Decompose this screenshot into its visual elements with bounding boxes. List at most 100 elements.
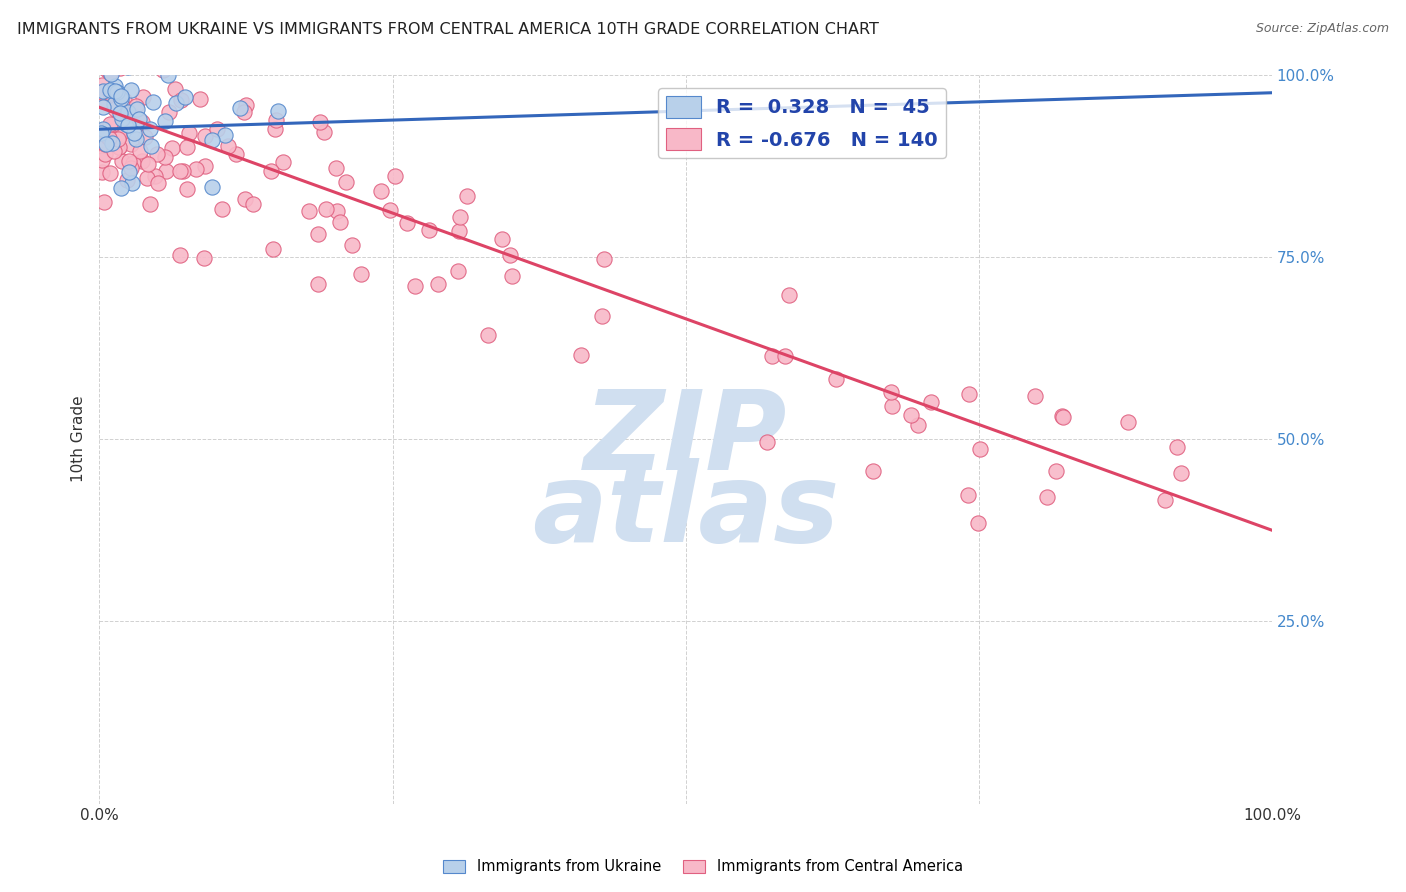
Point bbox=[312, 126, 335, 140]
Point bbox=[157, 68, 180, 82]
Point bbox=[107, 132, 129, 146]
Point bbox=[103, 84, 125, 98]
Point bbox=[101, 118, 124, 132]
Point bbox=[118, 153, 141, 168]
Point bbox=[104, 103, 127, 117]
Point bbox=[880, 384, 903, 399]
Point bbox=[115, 173, 138, 187]
Point bbox=[121, 53, 143, 67]
Text: atlas: atlas bbox=[531, 458, 839, 566]
Point bbox=[1116, 415, 1139, 429]
Point bbox=[117, 118, 139, 132]
Point bbox=[378, 202, 401, 217]
Point bbox=[756, 434, 779, 449]
Point bbox=[100, 127, 122, 141]
Point bbox=[1045, 464, 1067, 478]
Point bbox=[169, 247, 191, 261]
Point bbox=[880, 399, 903, 413]
Point bbox=[778, 288, 800, 302]
Point bbox=[125, 99, 148, 113]
Point bbox=[143, 169, 166, 183]
Point bbox=[326, 203, 349, 218]
Point bbox=[920, 394, 942, 409]
Point bbox=[153, 150, 176, 164]
Point bbox=[957, 488, 980, 502]
Point bbox=[295, 53, 318, 67]
Point bbox=[157, 105, 180, 120]
Point bbox=[98, 117, 121, 131]
Point bbox=[271, 154, 294, 169]
Point bbox=[235, 98, 257, 112]
Point bbox=[1050, 409, 1073, 423]
Point bbox=[214, 128, 236, 142]
Text: Source: ZipAtlas.com: Source: ZipAtlas.com bbox=[1256, 22, 1389, 36]
Point bbox=[264, 113, 287, 128]
Point bbox=[98, 166, 121, 180]
Point bbox=[1024, 388, 1046, 402]
Point bbox=[98, 83, 121, 97]
Legend: Immigrants from Ukraine, Immigrants from Central America: Immigrants from Ukraine, Immigrants from… bbox=[437, 854, 969, 880]
Point bbox=[229, 101, 252, 115]
Point bbox=[907, 418, 929, 433]
Point bbox=[111, 112, 134, 127]
Point bbox=[1052, 409, 1074, 424]
Point bbox=[308, 115, 330, 129]
Legend: R =  0.328   N =  45, R = -0.676   N = 140: R = 0.328 N = 45, R = -0.676 N = 140 bbox=[658, 88, 946, 158]
Point bbox=[104, 79, 127, 94]
Point bbox=[308, 227, 330, 241]
Point bbox=[121, 176, 143, 190]
Point bbox=[138, 121, 160, 136]
Point bbox=[342, 238, 364, 252]
Point bbox=[98, 86, 121, 100]
Text: IMMIGRANTS FROM UKRAINE VS IMMIGRANTS FROM CENTRAL AMERICA 10TH GRADE CORRELATIO: IMMIGRANTS FROM UKRAINE VS IMMIGRANTS FR… bbox=[17, 22, 879, 37]
Point bbox=[149, 54, 172, 68]
Point bbox=[100, 67, 122, 81]
Point bbox=[163, 82, 186, 96]
Point bbox=[110, 92, 132, 106]
Point bbox=[138, 197, 160, 211]
Point bbox=[121, 108, 143, 122]
Point bbox=[1166, 441, 1188, 455]
Point bbox=[118, 57, 141, 71]
Point bbox=[90, 85, 112, 99]
Point bbox=[148, 53, 170, 67]
Point bbox=[159, 53, 181, 67]
Point bbox=[491, 232, 513, 246]
Point bbox=[134, 130, 156, 145]
Point bbox=[108, 89, 131, 103]
Point bbox=[242, 197, 264, 211]
Point bbox=[447, 223, 470, 237]
Point bbox=[233, 104, 256, 119]
Point bbox=[170, 93, 193, 107]
Point bbox=[100, 66, 122, 80]
Point bbox=[91, 165, 114, 179]
Point bbox=[90, 153, 112, 167]
Point bbox=[404, 279, 426, 293]
Point bbox=[307, 277, 329, 292]
Point bbox=[396, 216, 419, 230]
Point bbox=[120, 136, 142, 151]
Point bbox=[90, 94, 112, 108]
Point bbox=[193, 251, 215, 265]
Point bbox=[128, 145, 150, 159]
Point bbox=[90, 78, 112, 92]
Point bbox=[142, 95, 165, 109]
Point bbox=[131, 115, 153, 129]
Point bbox=[211, 202, 233, 216]
Point bbox=[176, 139, 198, 153]
Point bbox=[141, 138, 163, 153]
Point bbox=[96, 129, 118, 144]
Point bbox=[1170, 466, 1192, 480]
Point bbox=[862, 464, 884, 478]
Point bbox=[499, 247, 522, 261]
Point bbox=[131, 153, 153, 168]
Point bbox=[477, 328, 499, 343]
Point bbox=[418, 223, 440, 237]
Point bbox=[967, 516, 990, 530]
Point bbox=[115, 117, 138, 131]
Point bbox=[110, 181, 132, 195]
Point bbox=[501, 268, 523, 283]
Point bbox=[125, 131, 148, 145]
Point bbox=[267, 103, 290, 118]
Point bbox=[456, 189, 478, 203]
